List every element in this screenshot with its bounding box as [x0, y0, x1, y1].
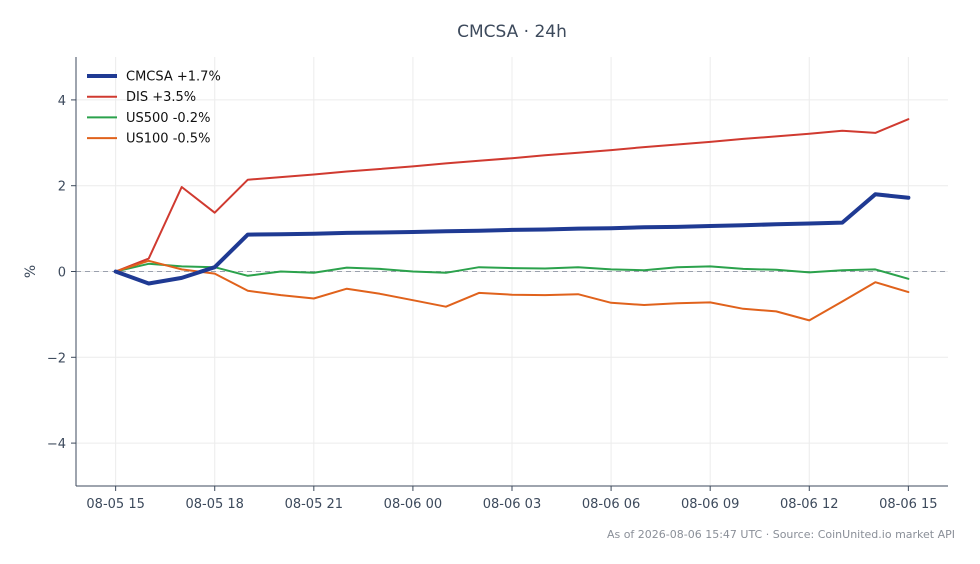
series-line-us100: [114, 259, 910, 322]
legend-label: DIS +3.5%: [126, 90, 196, 105]
legend-label: CMCSA +1.7%: [126, 70, 221, 85]
x-tick-label: 08-05 21: [285, 497, 343, 512]
chart-title: CMCSA · 24h: [457, 22, 567, 42]
y-tick-label: −2: [47, 351, 66, 366]
x-tick-label: 08-06 12: [780, 497, 838, 512]
x-tick-label: 08-06 06: [582, 497, 640, 512]
series-line-dis: [114, 118, 910, 273]
x-tick-label: 08-05 18: [186, 497, 244, 512]
y-tick-label: 2: [58, 180, 66, 195]
series-line-us500: [114, 262, 910, 280]
y-axis-label: %: [23, 265, 39, 278]
y-axis-ticks: −4 −2 0 2 4: [47, 94, 76, 452]
y-tick-label: 4: [58, 94, 66, 109]
series-line-cmcsa: [113, 192, 911, 286]
footer-source-note: As of 2026-08-06 15:47 UTC · Source: Coi…: [607, 528, 955, 541]
legend: CMCSA +1.7% DIS +3.5% US500 -0.2% US100 -0.…: [87, 70, 221, 147]
x-tick-label: 08-06 09: [681, 497, 739, 512]
y-tick-label: 0: [58, 266, 66, 281]
plot-area: [113, 118, 911, 322]
x-tick-label: 08-06 03: [483, 497, 541, 512]
y-tick-label: −4: [47, 437, 66, 452]
legend-label: US100 -0.5%: [126, 132, 210, 147]
legend-label: US500 -0.2%: [126, 111, 210, 126]
x-tick-label: 08-05 15: [86, 497, 144, 512]
x-axis-ticks: 08-05 15 08-05 18 08-05 21 08-06 00 08-06 03…: [86, 486, 938, 512]
x-tick-label: 08-06 00: [384, 497, 442, 512]
x-tick-label: 08-06 15: [879, 497, 937, 512]
